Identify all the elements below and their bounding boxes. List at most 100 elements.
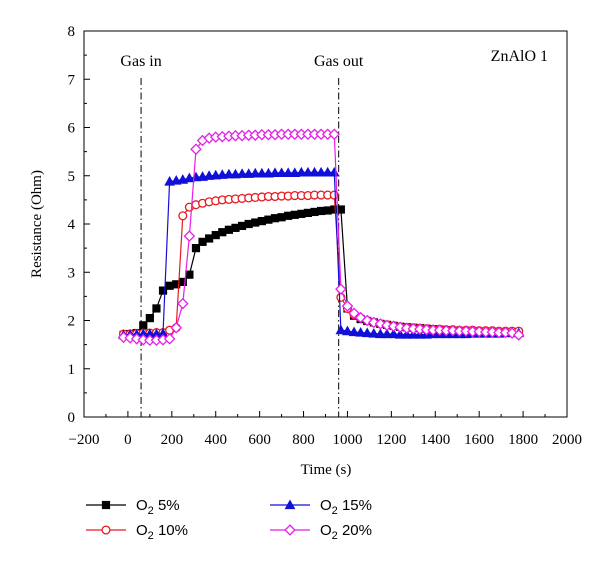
y-axis-label: Resistance (Ohm) <box>29 170 45 278</box>
series-diamond <box>117 128 525 347</box>
data-point <box>191 244 201 253</box>
data-point <box>354 311 367 324</box>
x-axis-label: Time (s) <box>301 462 352 478</box>
y-tick-label: 8 <box>68 24 76 40</box>
data-point <box>374 318 387 330</box>
event-lines: Gas in Gas out <box>120 53 364 417</box>
data-point <box>361 327 373 338</box>
data-point <box>309 166 320 177</box>
data-point <box>315 166 327 177</box>
legend-item: O2 15% <box>270 497 372 517</box>
data-point <box>210 169 222 180</box>
data-point <box>296 166 307 177</box>
legend-label: O2 20% <box>320 522 372 542</box>
data-point <box>368 316 380 329</box>
data-point <box>387 320 400 333</box>
data-point <box>335 324 347 335</box>
plot-frame <box>83 30 568 418</box>
data-point <box>322 166 334 177</box>
data-point <box>256 167 268 178</box>
data-point <box>512 329 525 341</box>
data-point <box>361 314 373 327</box>
data-point <box>101 500 111 510</box>
data-point <box>183 230 196 242</box>
y-tick-label: 4 <box>68 217 76 233</box>
data-point <box>269 167 281 177</box>
data-point <box>388 328 399 339</box>
data-point <box>341 300 354 312</box>
data-point <box>130 333 143 345</box>
data-point <box>190 143 202 155</box>
data-point <box>145 313 154 323</box>
data-point <box>284 499 296 510</box>
data-point <box>249 167 261 178</box>
data-point <box>216 169 228 179</box>
series-line <box>123 208 519 336</box>
x-tick-label: 0 <box>124 432 132 448</box>
legend-label: O2 5% <box>136 497 180 517</box>
data-point <box>336 205 345 214</box>
legend-item: O2 5% <box>86 497 180 517</box>
x-tick-label: 400 <box>204 432 227 448</box>
y-tick-label: 6 <box>68 121 76 137</box>
data-point <box>124 332 136 344</box>
data-point <box>335 283 347 295</box>
data-point <box>355 327 366 337</box>
data-point <box>263 167 274 178</box>
data-point <box>185 270 194 279</box>
data-point <box>178 211 188 221</box>
data-point <box>177 297 189 310</box>
data-point <box>375 328 386 339</box>
legend: O2 5% O2 10% O2 15% O2 20% <box>86 497 372 542</box>
x-tick-label: 2000 <box>552 432 582 448</box>
x-tick-label: 1800 <box>508 432 538 448</box>
data-point <box>394 328 406 339</box>
axis-ticks: −200 0 200 400 600 800 1000 1200 1400 1600 1800 200… <box>68 24 583 448</box>
y-tick-label: 1 <box>68 362 76 378</box>
x-tick-label: 1000 <box>332 432 362 448</box>
data-point <box>282 167 294 177</box>
series-layer <box>117 128 525 347</box>
data-point <box>381 328 393 339</box>
y-tick-label: 5 <box>68 169 76 185</box>
legend-label: O2 10% <box>136 522 188 542</box>
data-point <box>223 168 235 179</box>
data-point <box>289 167 301 177</box>
data-point <box>230 168 241 179</box>
data-point <box>284 524 296 536</box>
legend-item: O2 20% <box>270 522 372 542</box>
legend-label: O2 15% <box>320 497 372 517</box>
x-tick-label: 1200 <box>376 432 406 448</box>
y-tick-label: 3 <box>68 265 76 281</box>
data-point <box>342 325 353 336</box>
data-point <box>158 286 168 295</box>
data-point <box>348 307 360 320</box>
data-point <box>170 321 182 334</box>
panel-label: ZnAlO 1 <box>491 48 548 65</box>
x-tick-label: 1600 <box>464 432 494 448</box>
data-point <box>328 128 341 141</box>
y-tick-label: 0 <box>68 410 76 426</box>
data-point <box>163 333 176 345</box>
data-point <box>101 525 111 535</box>
y-tick-label: 2 <box>68 314 76 330</box>
data-point <box>243 168 255 178</box>
gas-in-label: Gas in <box>120 53 161 70</box>
x-tick-label: 600 <box>248 432 271 448</box>
data-point <box>401 328 413 339</box>
data-point <box>236 168 248 178</box>
x-tick-label: 200 <box>161 432 184 448</box>
data-point <box>302 166 314 177</box>
data-point <box>394 321 406 334</box>
data-point <box>276 167 287 177</box>
y-tick-label: 7 <box>68 72 76 88</box>
data-point <box>152 304 161 313</box>
x-tick-label: 800 <box>292 432 315 448</box>
x-tick-label: −200 <box>69 432 100 448</box>
data-point <box>381 319 393 332</box>
data-point <box>348 326 360 337</box>
x-tick-label: 1400 <box>420 432 450 448</box>
series-square <box>119 205 523 340</box>
data-point <box>139 321 148 330</box>
data-point <box>368 327 380 338</box>
